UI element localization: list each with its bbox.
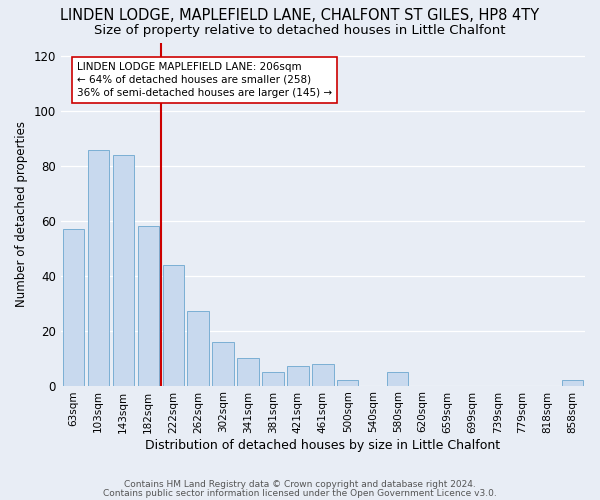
Bar: [312, 364, 334, 386]
Y-axis label: Number of detached properties: Number of detached properties: [15, 121, 28, 307]
Text: Contains public sector information licensed under the Open Government Licence v3: Contains public sector information licen…: [103, 488, 497, 498]
X-axis label: Distribution of detached houses by size in Little Chalfont: Distribution of detached houses by size …: [145, 440, 500, 452]
Bar: [187, 312, 209, 386]
Bar: [163, 265, 184, 386]
Bar: [387, 372, 409, 386]
Bar: [212, 342, 233, 386]
Bar: [62, 229, 84, 386]
Bar: [238, 358, 259, 386]
Bar: [113, 155, 134, 386]
Text: Contains HM Land Registry data © Crown copyright and database right 2024.: Contains HM Land Registry data © Crown c…: [124, 480, 476, 489]
Text: Size of property relative to detached houses in Little Chalfont: Size of property relative to detached ho…: [94, 24, 506, 37]
Bar: [287, 366, 308, 386]
Bar: [262, 372, 284, 386]
Bar: [137, 226, 159, 386]
Bar: [88, 150, 109, 386]
Text: LINDEN LODGE MAPLEFIELD LANE: 206sqm
← 64% of detached houses are smaller (258)
: LINDEN LODGE MAPLEFIELD LANE: 206sqm ← 6…: [77, 62, 332, 98]
Bar: [562, 380, 583, 386]
Bar: [337, 380, 358, 386]
Text: LINDEN LODGE, MAPLEFIELD LANE, CHALFONT ST GILES, HP8 4TY: LINDEN LODGE, MAPLEFIELD LANE, CHALFONT …: [61, 8, 539, 22]
